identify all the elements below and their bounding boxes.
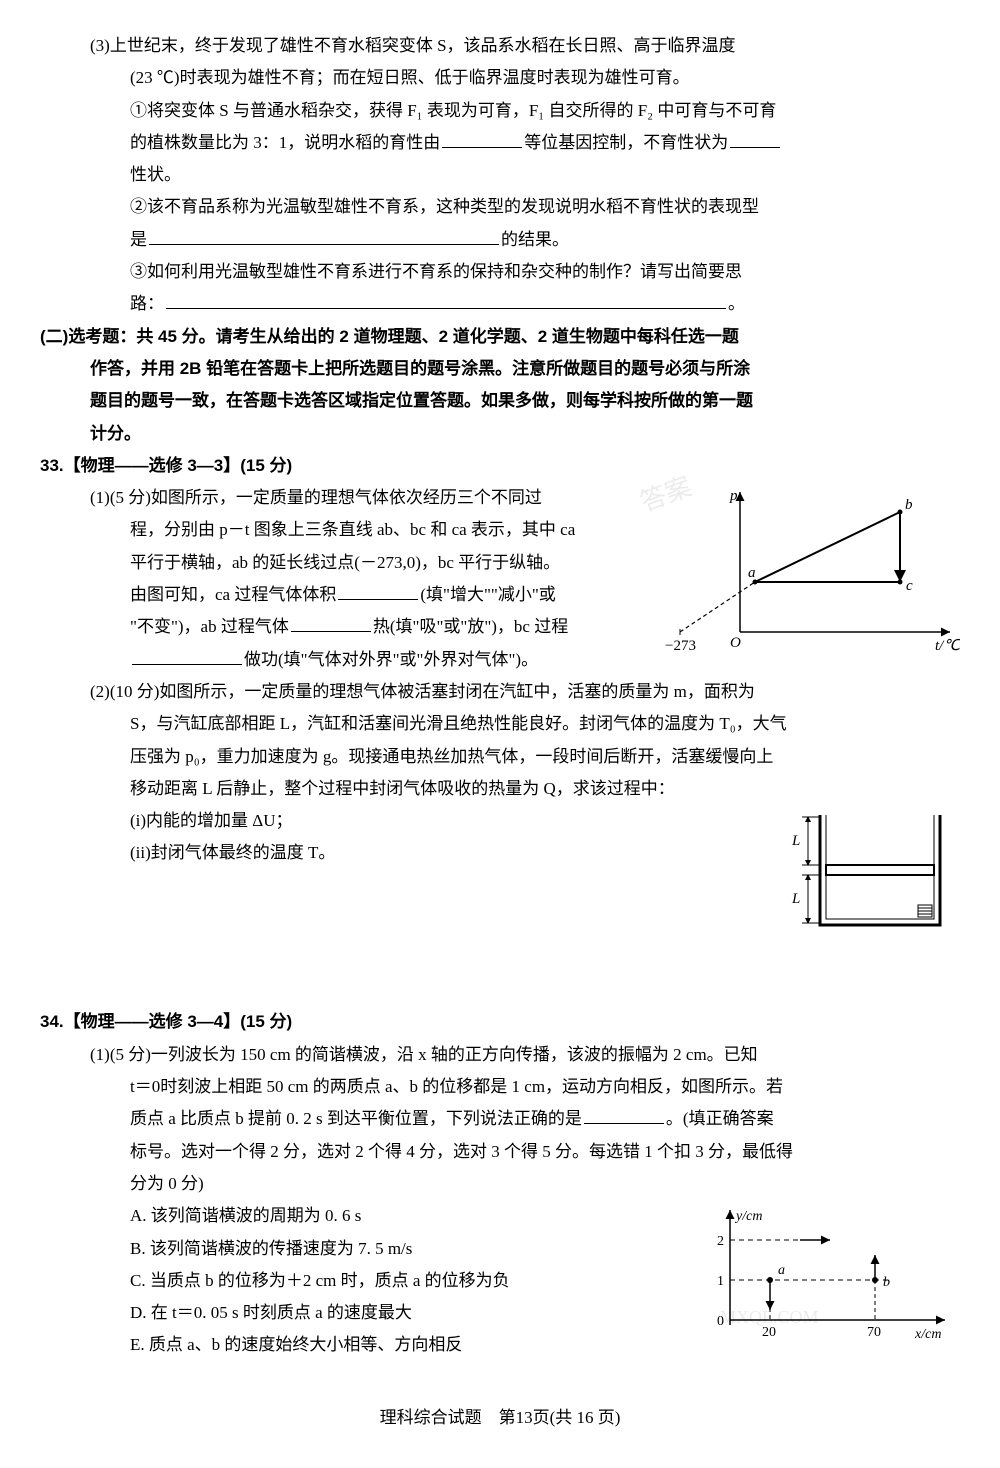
q34-optD: D. 在 t＝0. 05 s 时刻质点 a 的速度最大	[40, 1297, 688, 1329]
blank-fill[interactable]	[584, 1106, 664, 1124]
q34-figure: y/cm x/cm 0 1 2 20 70 a b	[688, 1200, 960, 1361]
blank-fill[interactable]	[291, 614, 371, 632]
q33-1-l6: 做功(填"气体对外界"或"外界对气体")。	[40, 644, 648, 676]
label-b: b	[883, 1275, 890, 1290]
ytick2: 2	[717, 1234, 724, 1249]
q33-1-l4: 由图可知，ca 过程气体体积 (填"增大""减小"或	[40, 579, 648, 611]
text: 的结果。	[501, 230, 569, 249]
text: 路：	[130, 294, 164, 313]
text: 热(填"吸"或"放")，bc 过程	[373, 617, 568, 636]
blank-fill[interactable]	[149, 227, 499, 245]
q33-figure2: L L	[778, 805, 960, 946]
q34-1-l5: 分为 0 分)	[40, 1168, 960, 1200]
q32-3-line2: (23 ℃)时表现为雄性不育；而在短日照、低于临界温度时表现为雄性可育。	[40, 62, 960, 94]
text: 做功(填"气体对外界"或"外界对气体")。	[244, 650, 538, 669]
q32-3-sub2-l2: 是 的结果。	[40, 224, 960, 256]
q34-1-l1: (1)(5 分)一列波长为 150 cm 的简谐横波，沿 x 轴的正方向传播，该…	[40, 1039, 960, 1071]
text: 是	[130, 230, 147, 249]
q34-1-l3: 质点 a 比质点 b 提前 0. 2 s 到达平衡位置，下列说法正确的是 。(填正…	[40, 1103, 960, 1135]
label-b: b	[905, 497, 913, 513]
q33-part2-sub: (i)内能的增加量 ΔU； (ii)封闭气体最终的温度 T。	[40, 805, 960, 946]
q34-optA: A. 该列简谐横波的周期为 0. 6 s	[40, 1200, 688, 1232]
q33-figure1: a b c p t/℃ −273 O	[648, 482, 960, 673]
text: 。	[728, 294, 745, 313]
label-c: c	[906, 578, 913, 594]
q33-part1: (1)(5 分)如图所示，一定质量的理想气体依次经历三个不同过 程，分别由 p－…	[40, 482, 960, 676]
q33-2-l3: 压强为 p₀，重力加速度为 g。现接通电热丝加热气体，一段时间后断开，活塞缓慢向…	[40, 741, 960, 773]
blank-fill[interactable]	[442, 130, 522, 148]
origin: O	[730, 635, 741, 651]
ytick0: 0	[717, 1314, 724, 1329]
blank-fill[interactable]	[166, 291, 726, 309]
q34-1-l2: t＝0时刻波上相距 50 cm 的两质点 a、b 的位移都是 1 cm，运动方向…	[40, 1071, 960, 1103]
text: 由图可知，ca 过程气体体积	[130, 585, 336, 604]
q33-1-l1: (1)(5 分)如图所示，一定质量的理想气体依次经历三个不同过	[40, 482, 648, 514]
q33-2-i: (i)内能的增加量 ΔU；	[40, 805, 778, 837]
ytick1: 1	[717, 1274, 724, 1289]
xlabel: t/℃	[935, 638, 960, 654]
q33-title: 33.【物理——选修 3—3】(15 分)	[40, 450, 960, 482]
q34-optB: B. 该列简谐横波的传播速度为 7. 5 m/s	[40, 1233, 688, 1265]
q33-2-l4: 移动距离 L 后静止，整个过程中封闭气体吸收的热量为 Q，求该过程中：	[40, 773, 960, 805]
section2-head-l1: (二)选考题：共 45 分。请考生从给出的 2 道物理题、2 道化学题、2 道生…	[40, 321, 960, 353]
xlabel: x/cm	[914, 1327, 941, 1342]
blank-fill[interactable]	[338, 582, 418, 600]
text: 。(填正确答案	[666, 1109, 774, 1128]
q33-1-l3: 平行于横轴，ab 的延长线过点(－273,0)，bc 平行于纵轴。	[40, 547, 648, 579]
q34-1-l4: 标号。选对一个得 2 分，选对 2 个得 4 分，选对 3 个得 5 分。每选错…	[40, 1136, 960, 1168]
q32-3-sub1-l3: 性状。	[40, 159, 960, 191]
q33-1-l5: "不变")，ab 过程气体 热(填"吸"或"放")，bc 过程	[40, 611, 648, 643]
ylabel: y/cm	[734, 1209, 762, 1224]
q32-3-sub3-l2: 路： 。	[40, 288, 960, 320]
ylabel: p	[729, 488, 738, 504]
footer: 理科综合试题 第13页(共 16 页)	[40, 1402, 960, 1434]
q32-3-sub2-l1: ②该不育品系称为光温敏型雄性不育系，这种类型的发现说明水稻不育性状的表现型	[40, 191, 960, 223]
section2-head-l4: 计分。	[40, 418, 960, 450]
q33-2-l2: S，与汽缸底部相距 L，汽缸和活塞间光滑且绝热性能良好。封闭气体的温度为 T₀，…	[40, 708, 960, 740]
label-L2: L	[791, 891, 800, 907]
label-L1: L	[791, 833, 800, 849]
text: "不变")，ab 过程气体	[130, 617, 289, 636]
xtick70: 70	[867, 1325, 881, 1340]
section2-head-l3: 题目的题号一致，在答题卡选答区域指定位置答题。如果多做，则每学科按所做的第一题	[40, 385, 960, 417]
label-a: a	[748, 565, 756, 581]
xtick20: 20	[762, 1325, 776, 1340]
text: 的植株数量比为 3：1，说明水稻的育性由	[130, 133, 440, 152]
q32-3-line1: (3)上世纪末，终于发现了雄性不育水稻突变体 S，该品系水稻在长日照、高于临界温…	[40, 30, 960, 62]
blank-fill[interactable]	[730, 130, 780, 148]
q34-optC: C. 当质点 b 的位移为＋2 cm 时，质点 a 的位移为负	[40, 1265, 688, 1297]
section2-head-l2: 作答，并用 2B 铅笔在答题卡上把所选题目的题号涂黑。注意所做题目的题号必须与所…	[40, 353, 960, 385]
text: (填"增大""减小"或	[420, 585, 555, 604]
q33-1-l2: 程，分别由 p－t 图象上三条直线 ab、bc 和 ca 表示，其中 ca	[40, 514, 648, 546]
q32-3-sub1-l2: 的植株数量比为 3：1，说明水稻的育性由 等位基因控制，不育性状为	[40, 127, 960, 159]
q34-optE: E. 质点 a、b 的速度始终大小相等、方向相反	[40, 1329, 688, 1361]
q33-2-ii: (ii)封闭气体最终的温度 T。	[40, 837, 778, 869]
q34-title: 34.【物理——选修 3—4】(15 分)	[40, 1006, 960, 1038]
q32-3-sub3-l1: ③如何利用光温敏型雄性不育系进行不育系的保持和杂交种的制作？请写出简要思	[40, 256, 960, 288]
label-a: a	[778, 1263, 785, 1278]
q33-2-l1: (2)(10 分)如图所示，一定质量的理想气体被活塞封闭在汽缸中，活塞的质量为 …	[40, 676, 960, 708]
q34-options-and-fig: A. 该列简谐横波的周期为 0. 6 s B. 该列简谐横波的传播速度为 7. …	[40, 1200, 960, 1361]
text: 质点 a 比质点 b 提前 0. 2 s 到达平衡位置，下列说法正确的是	[130, 1109, 582, 1128]
blank-fill[interactable]	[132, 647, 242, 665]
q32-3-sub1-l1: ①将突变体 S 与普通水稻杂交，获得 F₁ 表现为可育，F₁ 自交所得的 F₂ …	[40, 95, 960, 127]
text: 等位基因控制，不育性状为	[524, 133, 728, 152]
xtick-273: −273	[665, 638, 696, 654]
